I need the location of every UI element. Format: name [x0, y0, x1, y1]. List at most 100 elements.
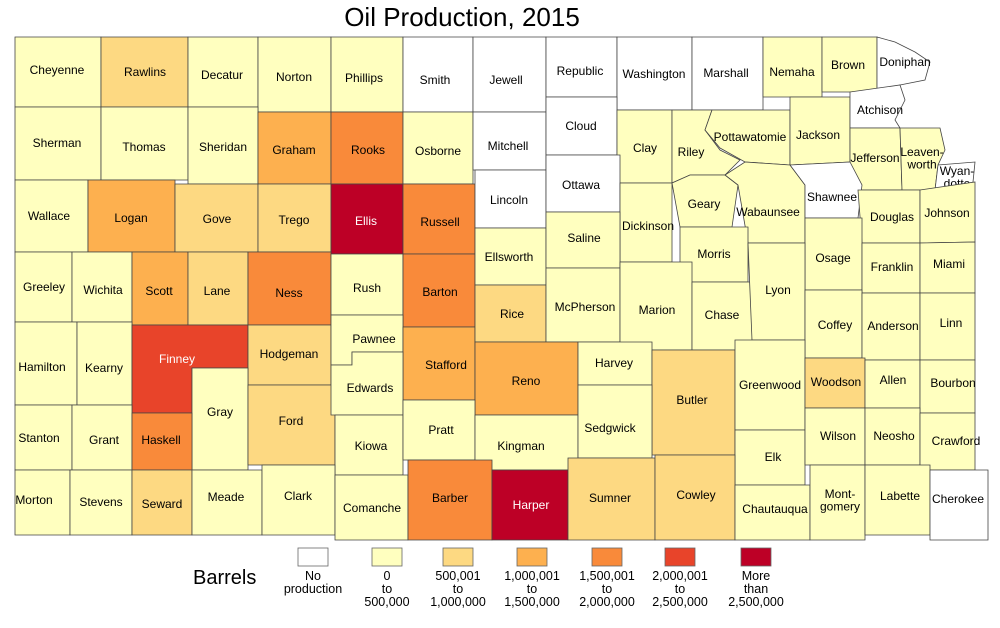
county-leavenworth: Leaven-worth [899, 127, 946, 191]
county-label: Seward [142, 497, 183, 511]
county-osborne: Osborne [402, 111, 474, 185]
county-kiowa: Kiowa [334, 414, 404, 476]
county-gove: Gove [174, 183, 259, 253]
county-label: Labette [880, 489, 920, 503]
county-shape-montgomery [809, 464, 866, 541]
county-smith: Smith [402, 36, 474, 113]
county-layer: Cheyenne Rawlins Decatur Norton Phillips Smit… [14, 36, 989, 541]
county-label: Cheyenne [30, 63, 85, 77]
county-stanton: Stanton [14, 404, 73, 471]
county-miami: Miami [919, 241, 976, 294]
county-label: Sedgwick [584, 421, 636, 435]
county-ottawa: Ottawa [545, 154, 621, 213]
county-label: Wichita [83, 283, 123, 297]
county-gray: Gray [191, 367, 249, 471]
county-label: Franklin [871, 260, 914, 274]
county-label: Smith [420, 73, 451, 87]
legend-label: 0 [384, 569, 391, 583]
county-washington: Washington [616, 36, 693, 111]
county-label: Barber [432, 491, 468, 505]
legend-label: to [382, 582, 392, 596]
county-reno: Reno [474, 341, 579, 416]
county-label: Thomas [122, 140, 165, 154]
county-wilson: Wilson [804, 407, 866, 466]
county-label: Cherokee [932, 492, 984, 506]
county-greenwood: Greenwood [734, 339, 806, 431]
county-label: Haskell [141, 433, 180, 447]
county-lyon: Lyon [747, 242, 806, 341]
county-label: Greeley [23, 280, 65, 294]
county-label: Meade [208, 490, 245, 504]
county-elk: Elk [734, 429, 806, 486]
legend-label: production [284, 582, 342, 596]
legend-label: to [602, 582, 612, 596]
county-label: Osborne [415, 144, 461, 158]
county-franklin: Franklin [861, 242, 921, 294]
county-label: Ness [275, 286, 302, 300]
county-label: Rooks [351, 143, 385, 157]
legend-swatch [664, 547, 696, 567]
county-label: Ford [279, 414, 304, 428]
legend-swatch [297, 547, 329, 567]
county-haskell: Haskell [131, 412, 193, 471]
county-label: Pottawatomie [714, 130, 787, 144]
county-graham: Graham [257, 111, 332, 185]
county-label: Marshall [703, 66, 748, 80]
county-decatur: Decatur [187, 36, 259, 108]
legend-label: More [742, 569, 771, 583]
county-anderson: Anderson [861, 292, 921, 361]
county-label: Lyon [765, 283, 791, 297]
county-label: Hamilton [18, 360, 65, 374]
county-label: Phillips [345, 71, 383, 85]
county-sherman: Sherman [14, 106, 102, 181]
county-montgomery: Mont-gomery [809, 464, 866, 541]
county-label: Pratt [428, 423, 454, 437]
county-label: Morris [697, 247, 730, 261]
county-label: Allen [880, 373, 907, 387]
county-kingman: Kingman [474, 414, 579, 471]
county-label: Osage [815, 251, 851, 265]
county-scott: Scott [131, 251, 189, 326]
county-label: Gray [207, 405, 233, 419]
county-label: Republic [557, 64, 604, 78]
county-harper: Harper [491, 469, 569, 541]
county-comanche: Comanche [334, 474, 409, 541]
county-label: Rice [500, 307, 524, 321]
county-osage: Osage [804, 217, 863, 291]
county-label: Wallace [28, 209, 71, 223]
county-allen: Allen [864, 359, 921, 409]
county-douglas: Douglas [857, 189, 921, 244]
county-label: Riley [678, 145, 705, 159]
county-mcpherson: McPherson [545, 267, 621, 343]
county-label: Mont- [825, 487, 856, 501]
county-label: Crawford [932, 434, 981, 448]
county-label: Comanche [343, 501, 401, 515]
county-label: worth [906, 157, 936, 171]
county-saline: Saline [545, 211, 621, 269]
county-label: Butler [676, 393, 707, 407]
legend-label: to [527, 582, 537, 596]
county-label: Sherman [33, 136, 82, 150]
county-label: Atchison [857, 103, 903, 117]
county-clay: Clay [616, 109, 673, 184]
legend-label: 2,500,000 [652, 595, 708, 609]
county-label: Jewell [489, 73, 522, 87]
county-meade: Meade [191, 469, 263, 536]
county-wichita: Wichita [71, 251, 133, 323]
legend-swatch [371, 547, 403, 567]
county-marshall: Marshall [691, 36, 764, 111]
county-trego: Trego [257, 183, 332, 253]
county-sedgwick: Sedgwick [577, 384, 653, 459]
county-dickinson: Dickinson [619, 182, 674, 263]
county-crawford: Crawford [919, 412, 981, 471]
county-label: Lincoln [490, 193, 528, 207]
county-label: McPherson [555, 300, 616, 314]
county-logan: Logan [87, 179, 176, 253]
legend-label: 1,000,001 [504, 569, 560, 583]
county-label: Dickinson [622, 219, 674, 233]
